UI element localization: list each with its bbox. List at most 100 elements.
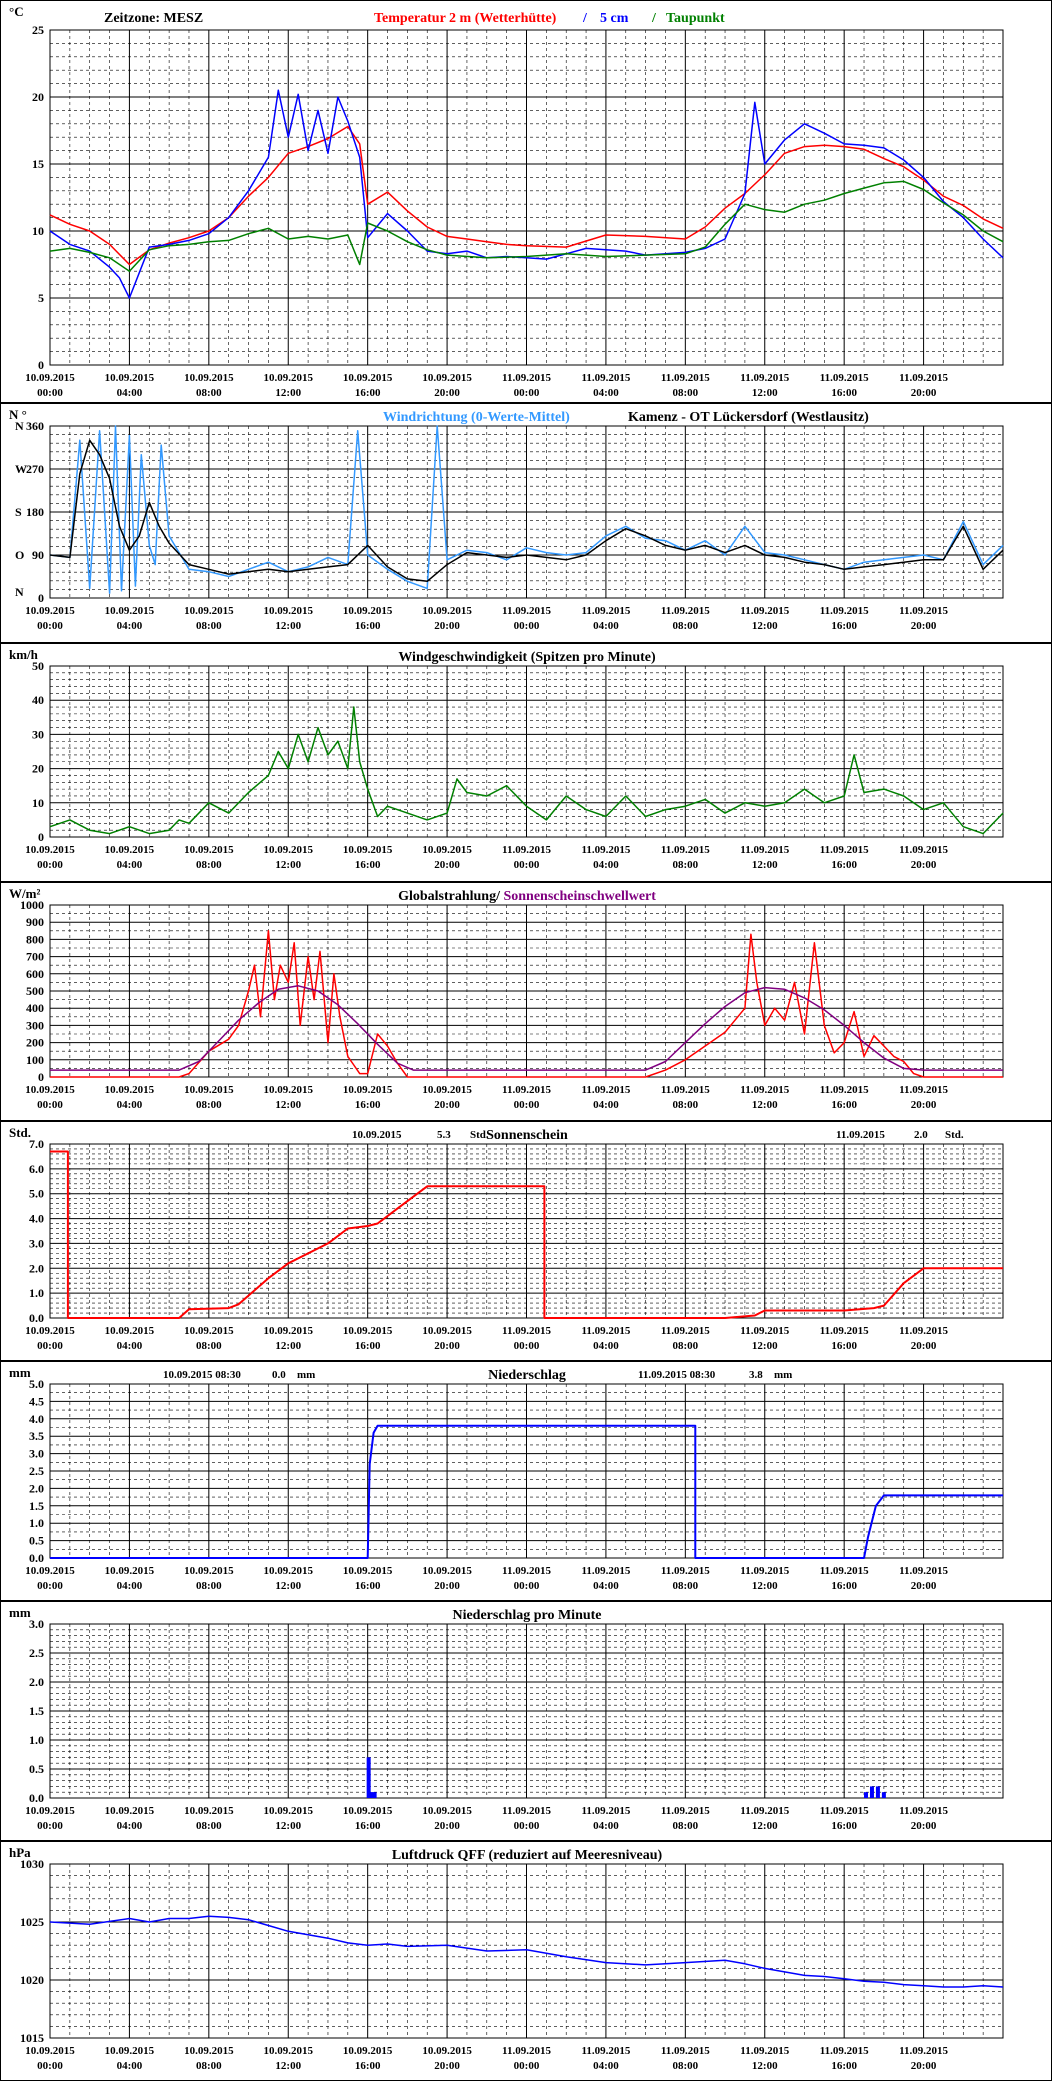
x-tick-date: 10.09.2015 <box>105 1325 155 1337</box>
compass-label: S <box>15 505 22 519</box>
x-tick-time: 12:00 <box>275 387 301 399</box>
y-tick-label: 0.0 <box>29 1791 44 1805</box>
x-tick-date: 10.09.2015 <box>105 844 155 856</box>
chart-title: Niederschlag pro Minute <box>452 1608 601 1623</box>
chart-title-part: Niederschlag <box>488 1368 566 1383</box>
x-tick-date: 11.09.2015 <box>740 1325 789 1337</box>
x-tick-time: 04:00 <box>593 387 619 399</box>
x-tick-date: 11.09.2015 <box>820 1325 869 1337</box>
x-tick-date: 10.09.2015 <box>343 844 393 856</box>
series-line-0 <box>49 125 1004 266</box>
x-tick-time: 00:00 <box>514 859 540 871</box>
y-tick-label: 0.0 <box>29 1311 44 1325</box>
y-tick-label: 3.0 <box>29 1447 44 1461</box>
y-tick-label: 0 <box>38 358 44 372</box>
x-tick-date: 10.09.2015 <box>105 1084 155 1096</box>
x-tick-time: 04:00 <box>593 620 619 632</box>
grid <box>50 29 1003 366</box>
y-tick-label: 6.0 <box>29 1162 44 1176</box>
x-tick-date: 10.09.2015 <box>422 844 472 856</box>
x-tick-time: 08:00 <box>196 387 222 399</box>
y-tick-label: 90 <box>32 548 44 562</box>
y-tick-label: 30 <box>32 727 44 741</box>
x-tick-date: 10.09.2015 <box>105 605 155 617</box>
x-tick-date: 11.09.2015 <box>899 1325 948 1337</box>
x-tick-date: 10.09.2015 <box>264 605 314 617</box>
compass-label: N <box>15 419 24 433</box>
x-tick-time: 20:00 <box>434 620 460 632</box>
y-tick-label: 4.0 <box>29 1412 44 1426</box>
precip-bar <box>864 1792 869 1798</box>
y-tick-label: 0.0 <box>29 1551 44 1565</box>
annotation-text: 10.09.2015 <box>352 1129 402 1141</box>
x-tick-date: 10.09.2015 <box>422 1325 472 1337</box>
x-tick-date: 11.09.2015 <box>581 1084 630 1096</box>
x-tick-date: 11.09.2015 <box>581 1805 630 1817</box>
x-tick-time: 04:00 <box>117 1820 143 1832</box>
y-tick-label: 20 <box>32 762 44 776</box>
chart-title: Luftdruck QFF (reduziert auf Meeresnivea… <box>392 1848 663 1863</box>
unit-label: km/h <box>9 647 39 662</box>
y-tick-label: 0 <box>38 830 44 844</box>
chart-title-part: Globalstrahlung/ <box>398 889 501 904</box>
x-tick-time: 20:00 <box>911 1580 937 1592</box>
unit-label: °C <box>9 4 24 19</box>
x-tick-time: 08:00 <box>672 2060 698 2072</box>
x-tick-time: 04:00 <box>117 859 143 871</box>
x-tick-time: 04:00 <box>593 859 619 871</box>
x-tick-time: 04:00 <box>117 2060 143 2072</box>
x-tick-time: 08:00 <box>672 1820 698 1832</box>
x-tick-date: 10.09.2015 <box>422 2045 472 2057</box>
x-tick-time: 20:00 <box>911 387 937 399</box>
y-tick-label: 4.5 <box>29 1394 44 1408</box>
x-tick-date: 11.09.2015 <box>661 1325 710 1337</box>
x-tick-date: 11.09.2015 <box>820 372 869 384</box>
x-tick-time: 08:00 <box>672 1580 698 1592</box>
plot-frame <box>49 1143 1004 1319</box>
x-tick-date: 11.09.2015 <box>502 1565 551 1577</box>
x-tick-time: 16:00 <box>831 1580 857 1592</box>
x-tick-time: 16:00 <box>831 1340 857 1352</box>
series-line-1 <box>50 985 1003 1071</box>
y-tick-label: 0 <box>38 591 44 605</box>
x-tick-date: 11.09.2015 <box>820 1565 869 1577</box>
compass-label: W <box>15 462 27 476</box>
unit-label: Std. <box>9 1125 31 1140</box>
compass-label: O <box>15 548 24 562</box>
x-tick-date: 11.09.2015 <box>740 1805 789 1817</box>
chart-title-part: Kamenz - OT Lückersdorf (Westlausitz) <box>628 410 869 425</box>
x-tick-date: 11.09.2015 <box>581 1565 630 1577</box>
x-tick-date: 11.09.2015 <box>740 372 789 384</box>
x-tick-date: 10.09.2015 <box>343 1084 393 1096</box>
chart-title-part: Windrichtung (0-Werte-Mittel) <box>383 410 570 425</box>
x-tick-time: 00:00 <box>514 1580 540 1592</box>
x-tick-time: 08:00 <box>672 1099 698 1111</box>
series-line-0 <box>49 425 1004 594</box>
x-tick-date: 10.09.2015 <box>184 844 234 856</box>
x-tick-time: 08:00 <box>196 1820 222 1832</box>
x-tick-time: 00:00 <box>37 1099 63 1111</box>
x-tick-date: 10.09.2015 <box>343 605 393 617</box>
x-tick-time: 08:00 <box>196 859 222 871</box>
x-tick-time: 08:00 <box>196 1340 222 1352</box>
x-tick-time: 12:00 <box>275 1820 301 1832</box>
y-tick-label: 7.0 <box>29 1137 44 1151</box>
plot-frame <box>49 1863 1004 2039</box>
annotation-text: Std. <box>945 1129 964 1141</box>
precip-bar <box>869 1786 874 1798</box>
chart-title: Niederschlag <box>488 1368 566 1383</box>
x-tick-date: 10.09.2015 <box>25 2045 75 2057</box>
x-tick-time: 16:00 <box>831 1820 857 1832</box>
x-tick-date: 10.09.2015 <box>184 1805 234 1817</box>
x-tick-date: 11.09.2015 <box>899 844 948 856</box>
x-tick-time: 16:00 <box>355 1580 381 1592</box>
annotation-text: 10.09.2015 08:30 <box>163 1369 241 1381</box>
y-tick-label: 400 <box>26 1001 44 1015</box>
x-tick-date: 11.09.2015 <box>502 372 551 384</box>
series-line-2 <box>49 180 1004 272</box>
x-tick-date: 10.09.2015 <box>264 2045 314 2057</box>
x-tick-time: 16:00 <box>831 859 857 871</box>
x-tick-time: 12:00 <box>752 387 778 399</box>
x-tick-date: 10.09.2015 <box>422 1084 472 1096</box>
